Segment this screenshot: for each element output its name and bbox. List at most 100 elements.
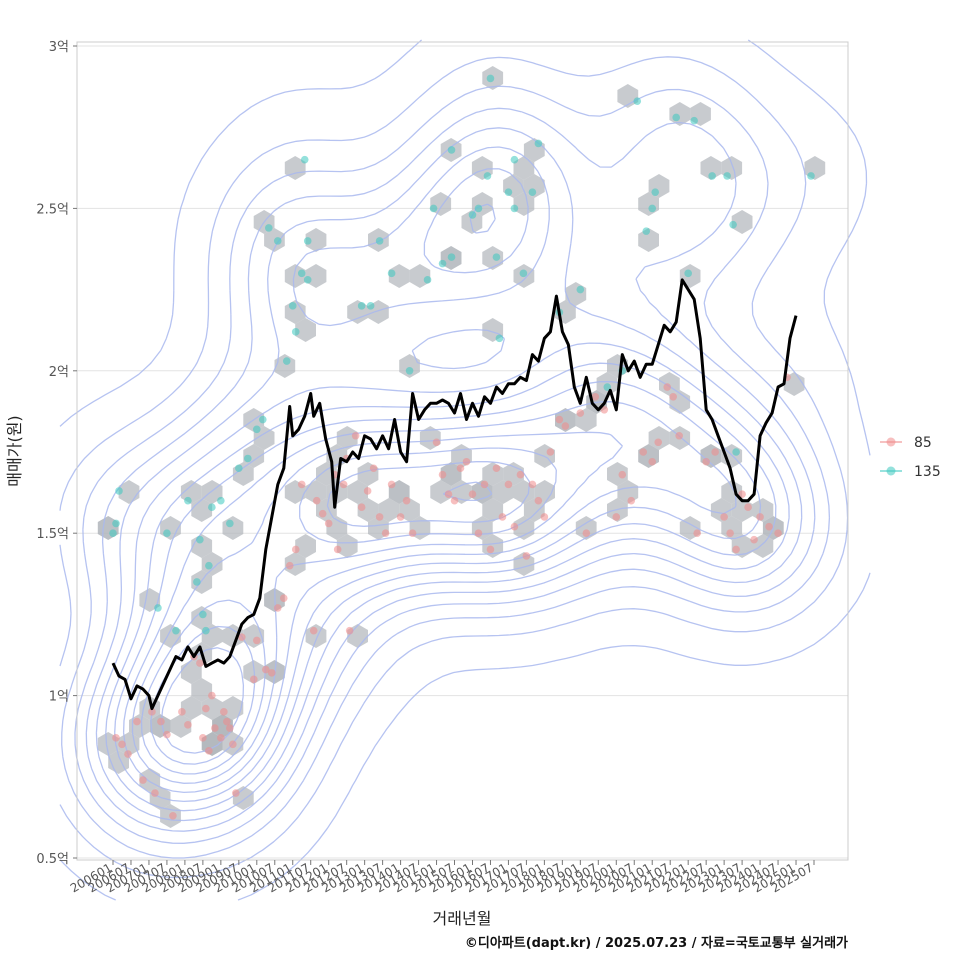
scatter-point-135 <box>291 328 300 336</box>
scatter-point-135 <box>474 204 483 213</box>
scatter-point-85 <box>139 776 147 784</box>
legend-key-dot-135 <box>886 466 896 476</box>
scatter-point-135 <box>273 237 282 245</box>
scatter-point-85 <box>750 535 758 544</box>
scatter-point-85 <box>205 747 213 755</box>
scatter-point-135 <box>648 204 657 213</box>
scatter-point-85 <box>217 734 225 742</box>
scatter-point-135 <box>226 519 234 528</box>
scatter-point-135 <box>651 188 660 196</box>
scatter-point-85 <box>450 496 459 505</box>
scatter-point-85 <box>456 464 465 473</box>
scatter-point-135 <box>264 224 273 232</box>
scatter-point-85 <box>324 519 333 528</box>
scatter-point-85 <box>468 490 477 499</box>
scatter-point-135 <box>375 237 384 245</box>
scatter-point-85 <box>261 665 270 674</box>
scatter-point-85 <box>223 717 231 726</box>
scatter-point-85 <box>627 496 636 505</box>
scatter-point-85 <box>744 503 752 512</box>
scatter-point-85 <box>178 708 186 716</box>
scatter-point-85 <box>220 708 228 716</box>
scatter-point-85 <box>339 480 348 489</box>
scatter-point-85 <box>202 704 210 713</box>
hexbin-cell <box>201 480 223 504</box>
scatter-point-85 <box>279 594 288 602</box>
scatter-point-85 <box>297 480 306 489</box>
scatter-point-85 <box>555 415 564 424</box>
scatter-point-135 <box>528 188 537 196</box>
hexbin-cell <box>180 696 202 720</box>
hexbin-cell <box>607 462 628 486</box>
scatter-point-85 <box>654 438 663 447</box>
moving-average-line <box>111 278 798 711</box>
scatter-point-85 <box>720 513 728 521</box>
scatter-point-85 <box>351 431 360 440</box>
hexbin-cell <box>513 156 535 180</box>
scatter-points <box>109 74 815 820</box>
scatter-point-135 <box>723 172 731 180</box>
scatter-point-135 <box>486 74 495 83</box>
scatter-point-135 <box>202 626 210 635</box>
density-contour-line <box>122 401 737 794</box>
scatter-point-135 <box>300 155 309 164</box>
scatter-point-85 <box>522 552 531 560</box>
hexbin-cell <box>336 426 358 450</box>
scatter-point-135 <box>684 269 692 278</box>
scatter-point-85 <box>381 529 390 537</box>
hexbin-cell <box>305 228 327 252</box>
scatter-point-85 <box>504 480 513 489</box>
legend-key-dot-85 <box>886 437 896 447</box>
scatter-point-135 <box>297 269 306 278</box>
scatter-point-135 <box>387 269 396 278</box>
scatter-point-85 <box>169 811 177 820</box>
scatter-point-85 <box>396 513 405 521</box>
legend-label-135: 135 <box>914 464 941 480</box>
density-contour-line <box>95 146 790 822</box>
hexbin-cell <box>191 678 213 702</box>
hexbin-cell <box>295 534 316 558</box>
hexbin-cell <box>139 768 161 792</box>
x-axis-ticks: 2006012006072007012007072008012008072009… <box>68 860 816 896</box>
scatter-point-135 <box>405 367 414 375</box>
scatter-point-85 <box>291 545 300 554</box>
scatter-point-135 <box>423 276 432 284</box>
hexbin-cell <box>638 228 659 252</box>
scatter-point-85 <box>765 522 773 531</box>
scatter-point-85 <box>528 480 537 489</box>
scatter-point-135 <box>193 578 201 586</box>
scatter-point-85 <box>309 626 318 635</box>
scatter-point-85 <box>232 789 240 797</box>
scatter-point-85 <box>387 480 396 489</box>
scatter-point-85 <box>726 529 734 537</box>
scatter-point-85 <box>444 490 453 499</box>
scatter-point-85 <box>249 675 258 684</box>
hexbin-cell <box>440 462 462 486</box>
y-axis-title: 매매가(원) <box>5 415 24 486</box>
trend-line <box>111 278 798 711</box>
scatter-point-85 <box>516 470 525 479</box>
scatter-point-85 <box>492 464 501 473</box>
scatter-point-85 <box>157 717 165 726</box>
scatter-point-135 <box>282 357 291 365</box>
scatter-point-85 <box>600 405 609 414</box>
scatter-point-85 <box>591 392 600 401</box>
scatter-point-85 <box>498 513 507 521</box>
scatter-point-85 <box>675 431 683 440</box>
density-contour-line <box>74 107 816 844</box>
scatter-point-85 <box>267 669 276 677</box>
density-contour-line <box>131 431 624 784</box>
scatter-point-135 <box>729 220 737 229</box>
scatter-point-135 <box>184 496 192 505</box>
scatter-point-135 <box>115 487 123 495</box>
density-contour-line <box>59 56 849 879</box>
hexbin-cell <box>201 696 223 720</box>
hexbin-cell <box>513 516 535 540</box>
scatter-point-135 <box>235 464 243 473</box>
scatter-point-135 <box>447 146 456 154</box>
hexbin-cell <box>388 264 410 288</box>
scatter-point-85 <box>402 496 411 505</box>
scatter-point-135 <box>163 529 171 537</box>
scatter-point-135 <box>109 529 117 537</box>
scatter-point-85 <box>199 734 207 742</box>
